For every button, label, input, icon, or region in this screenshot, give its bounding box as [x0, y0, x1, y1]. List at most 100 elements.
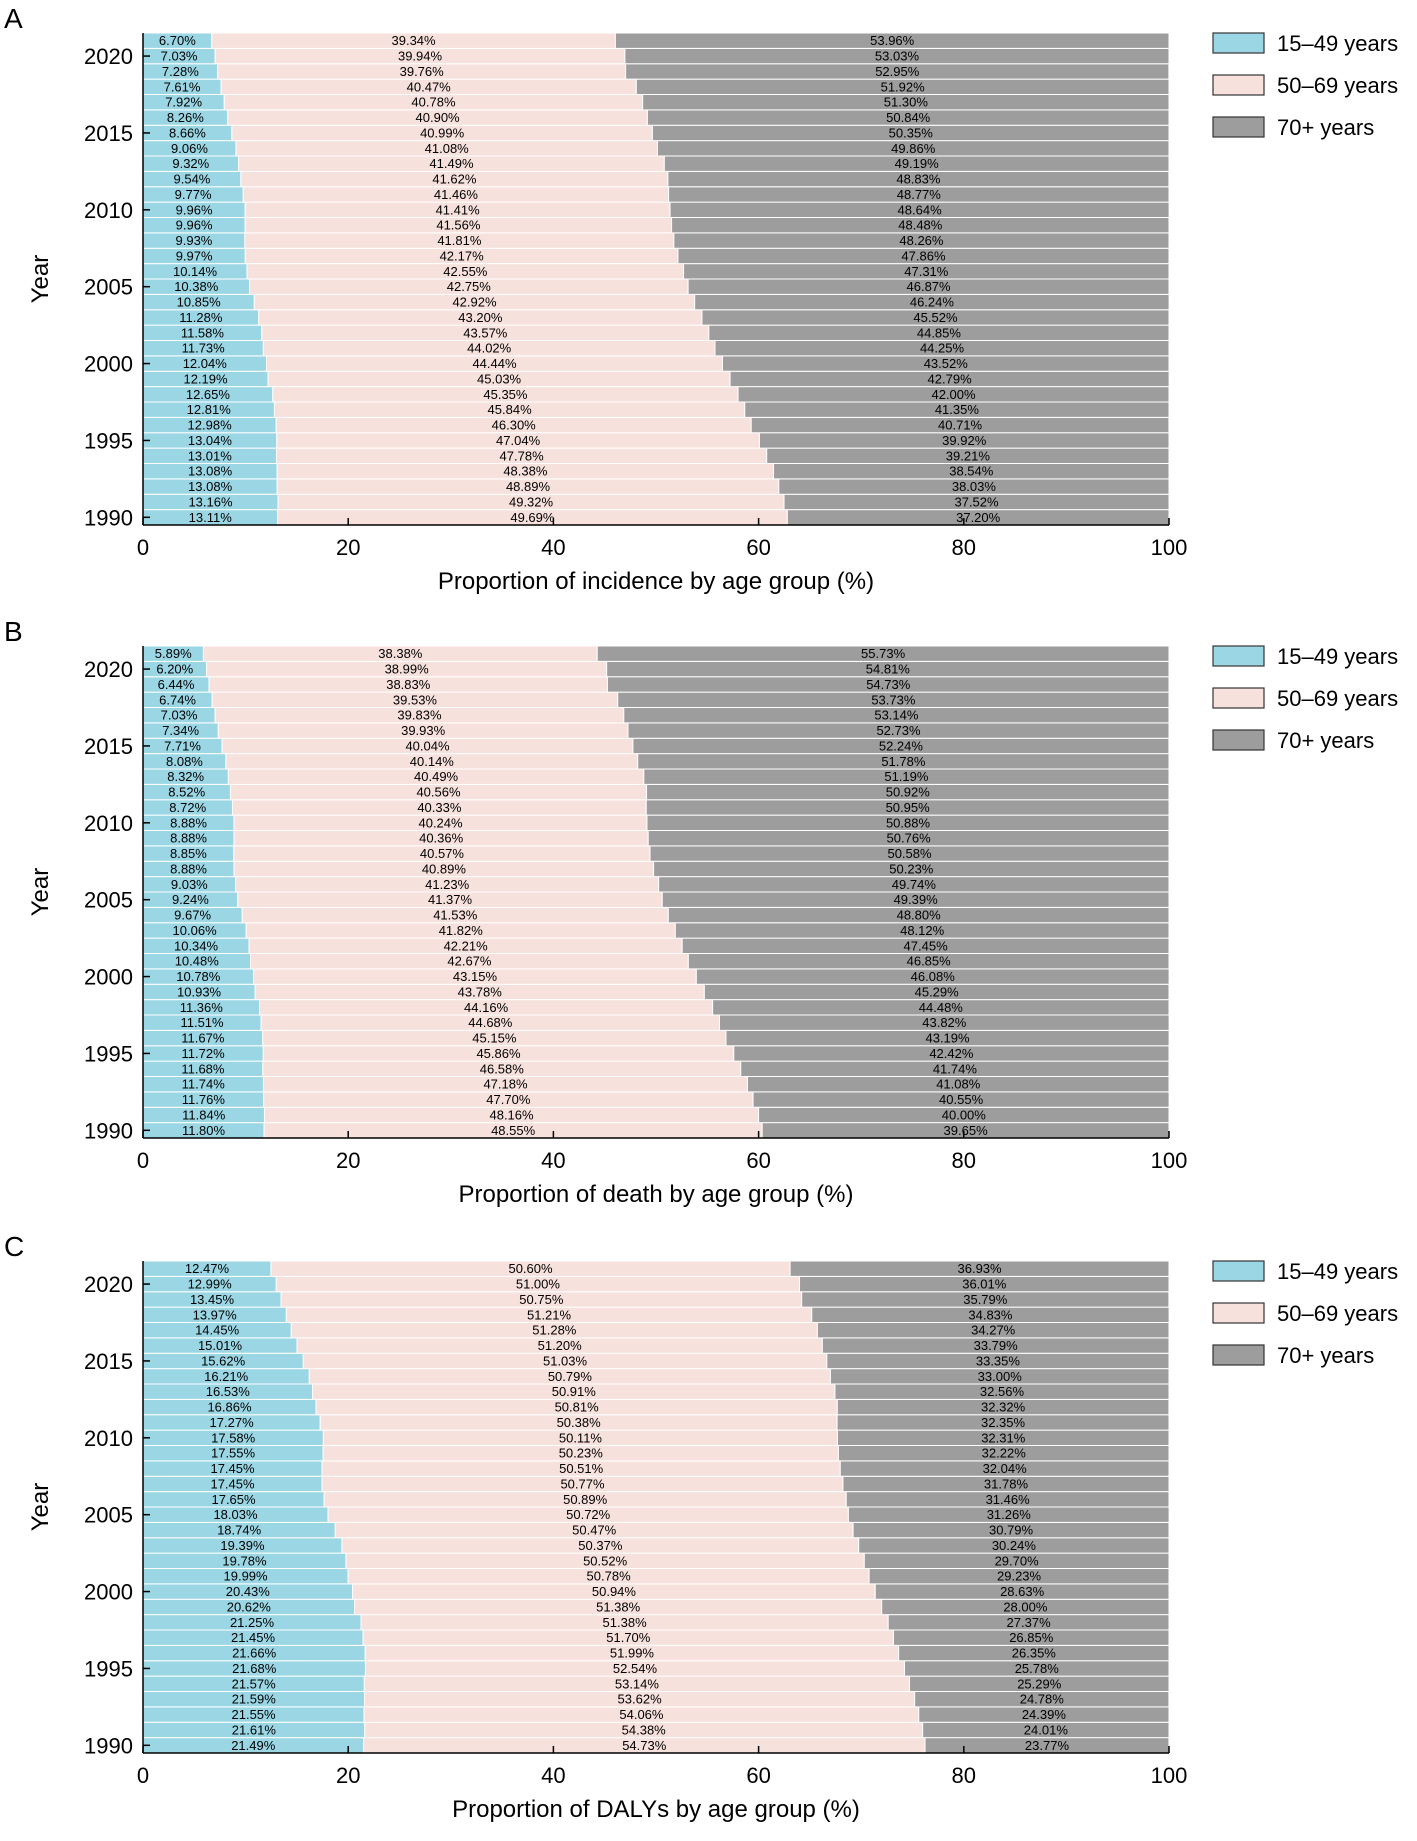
data-label: 10.14% [173, 264, 218, 279]
legend-swatch [1212, 729, 1265, 751]
data-label: 43.20% [458, 310, 503, 325]
data-label: 48.89% [506, 479, 551, 494]
data-label: 32.31% [981, 1430, 1026, 1445]
data-label: 9.96% [176, 218, 213, 233]
data-label: 41.37% [428, 892, 473, 907]
data-label: 47.78% [500, 448, 545, 463]
data-label: 34.83% [968, 1307, 1013, 1322]
y-tick-label: 2020 [84, 1272, 133, 1297]
data-label: 29.23% [997, 1569, 1042, 1584]
data-label: 53.14% [615, 1676, 660, 1691]
x-tick-label: 0 [137, 1763, 149, 1788]
x-tick-label: 100 [1151, 1148, 1188, 1173]
data-label: 17.27% [210, 1415, 255, 1430]
data-label: 8.52% [168, 785, 205, 800]
data-label: 42.21% [444, 938, 489, 953]
data-label: 18.03% [213, 1507, 258, 1522]
data-label: 47.04% [496, 433, 541, 448]
data-label: 46.58% [480, 1061, 525, 1076]
data-label: 36.93% [958, 1261, 1003, 1276]
data-label: 20.62% [227, 1599, 272, 1614]
y-tick-label: 2010 [84, 811, 133, 836]
data-label: 48.64% [898, 202, 943, 217]
data-label: 13.16% [188, 494, 233, 509]
x-axis-title: Proportion of incidence by age group (%) [438, 568, 874, 595]
data-label: 47.45% [904, 938, 949, 953]
legend-swatch [1212, 116, 1265, 138]
data-label: 6.44% [158, 677, 195, 692]
data-label: 9.96% [176, 202, 213, 217]
x-tick-label: 80 [952, 1763, 976, 1788]
data-label: 44.48% [919, 1000, 964, 1015]
data-label: 9.32% [172, 156, 209, 171]
data-label: 31.46% [986, 1492, 1031, 1507]
data-label: 50.47% [572, 1523, 617, 1538]
data-label: 45.84% [488, 402, 533, 417]
data-label: 6.70% [159, 33, 196, 48]
legend-label: 15–49 years [1277, 31, 1398, 56]
data-label: 21.66% [232, 1646, 277, 1661]
data-label: 50.72% [566, 1507, 611, 1522]
y-tick-label: 1990 [84, 1733, 133, 1758]
data-label: 26.85% [1009, 1630, 1054, 1645]
data-label: 41.35% [935, 402, 980, 417]
data-label: 50.89% [563, 1492, 608, 1507]
data-label: 48.48% [898, 218, 943, 233]
data-label: 21.45% [231, 1630, 276, 1645]
data-label: 48.77% [897, 187, 942, 202]
data-label: 8.85% [170, 846, 207, 861]
data-label: 8.66% [169, 125, 206, 140]
data-label: 40.71% [938, 418, 983, 433]
data-label: 40.90% [416, 110, 461, 125]
data-label: 48.12% [900, 923, 945, 938]
data-label: 45.03% [477, 371, 522, 386]
data-label: 52.54% [613, 1661, 658, 1676]
y-tick-label: 2010 [84, 198, 133, 223]
data-label: 50.76% [887, 831, 932, 846]
data-label: 50.77% [560, 1476, 605, 1491]
data-label: 21.49% [231, 1738, 276, 1753]
data-label: 42.67% [447, 954, 492, 969]
data-label: 41.49% [429, 156, 474, 171]
x-tick-label: 40 [541, 535, 565, 560]
data-label: 8.88% [170, 861, 207, 876]
data-label: 13.04% [188, 433, 233, 448]
data-label: 13.97% [193, 1307, 238, 1322]
data-label: 51.38% [603, 1615, 648, 1630]
data-label: 10.34% [174, 938, 219, 953]
data-label: 42.17% [440, 248, 485, 263]
panel-a: A 13.11% 49.69% 37.20% 13.16% 49.32% 37.52% 13.… [4, 3, 1398, 595]
data-label: 53.73% [871, 692, 916, 707]
data-label: 21.59% [232, 1692, 277, 1707]
data-label: 29.70% [995, 1553, 1040, 1568]
data-label: 40.14% [410, 754, 455, 769]
data-label: 21.61% [232, 1722, 277, 1737]
data-label: 50.88% [886, 815, 931, 830]
data-label: 41.74% [933, 1061, 978, 1076]
data-label: 41.46% [434, 187, 479, 202]
legend-swatch [1212, 32, 1265, 54]
legend-label: 15–49 years [1277, 1259, 1398, 1284]
x-axis-title: Proportion of DALYs by age group (%) [452, 1796, 860, 1823]
data-label: 11.80% [182, 1123, 226, 1138]
data-label: 11.72% [182, 1046, 226, 1061]
y-tick-label: 2000 [84, 352, 133, 377]
data-label: 49.74% [892, 877, 937, 892]
data-label: 40.00% [942, 1107, 987, 1122]
data-label: 49.32% [509, 494, 554, 509]
data-label: 45.86% [476, 1046, 521, 1061]
data-label: 21.55% [232, 1707, 277, 1722]
x-tick-label: 20 [336, 1763, 360, 1788]
data-label: 42.79% [928, 371, 973, 386]
bar-segment [789, 1260, 1170, 1277]
data-label: 43.78% [458, 984, 503, 999]
y-tick-label: 2005 [84, 275, 133, 300]
data-label: 46.30% [492, 418, 537, 433]
data-label: 50.51% [559, 1461, 604, 1476]
data-label: 51.70% [606, 1630, 651, 1645]
data-label: 12.04% [183, 356, 228, 371]
data-label: 50.79% [548, 1369, 593, 1384]
data-label: 49.39% [894, 892, 939, 907]
data-label: 50.38% [557, 1415, 602, 1430]
y-tick-label: 2000 [84, 965, 133, 990]
